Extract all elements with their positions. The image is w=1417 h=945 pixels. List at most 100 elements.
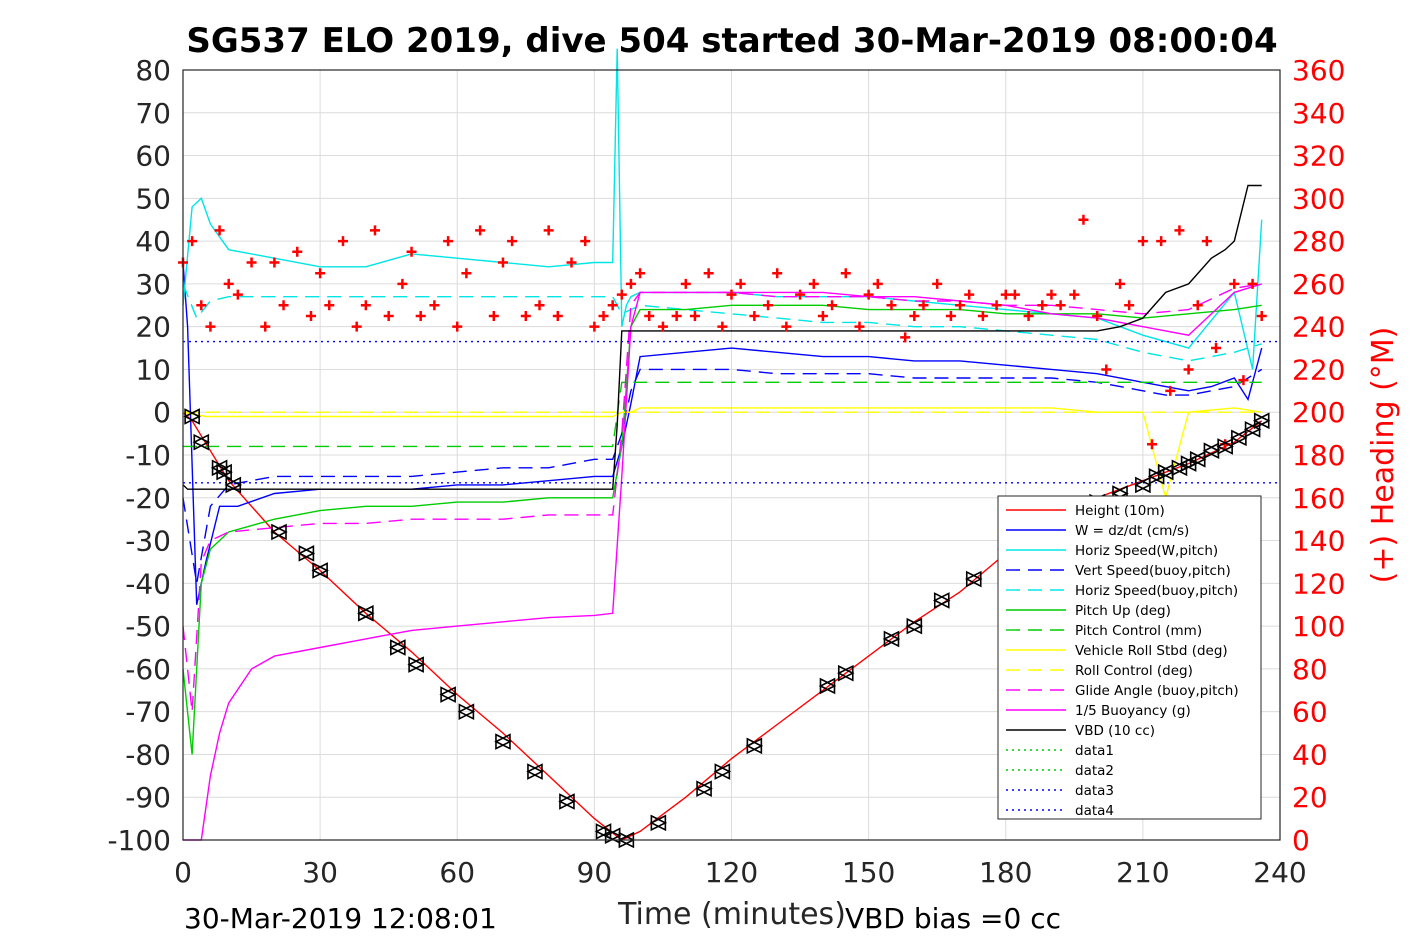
legend-item: Pitch Control (mm) — [1006, 623, 1202, 639]
triangle-marker — [745, 737, 763, 755]
x-axis-label: Time (minutes) — [617, 897, 846, 932]
series-line — [182, 184, 1262, 490]
x-tick-label: 150 — [842, 856, 895, 889]
right-tick-label: 320 — [1292, 140, 1345, 173]
right-axis-label: (+) Heading (°M) — [1366, 327, 1401, 584]
heading-marker — [1147, 439, 1158, 450]
heading-marker — [461, 268, 472, 279]
heading-marker — [1238, 375, 1249, 386]
heading-marker — [187, 236, 198, 247]
heading-marker — [196, 300, 207, 311]
heading-marker — [644, 310, 655, 321]
legend-item: data2 — [1006, 763, 1114, 779]
x-tick-label: 30 — [302, 856, 338, 889]
heading-marker — [680, 278, 691, 289]
triangle-marker — [357, 604, 374, 622]
right-tick-label: 300 — [1292, 182, 1345, 215]
legend-label: Vert Speed(buoy,pitch) — [1075, 563, 1231, 579]
y-tick-label: -60 — [125, 653, 171, 686]
triangle-marker — [439, 686, 456, 703]
heading-marker — [580, 236, 591, 247]
triangle-marker — [389, 639, 406, 656]
heading-marker — [520, 310, 531, 321]
triangle-marker — [836, 664, 854, 682]
right-tick-label: 0 — [1292, 824, 1310, 857]
heading-marker — [292, 246, 303, 257]
legend-label: Horiz Speed(W,pitch) — [1075, 543, 1218, 559]
heading-marker — [278, 300, 289, 311]
heading-marker — [566, 257, 577, 268]
heading-marker — [351, 321, 362, 332]
heading-marker — [543, 225, 554, 236]
right-tick-label: 340 — [1292, 97, 1345, 130]
heading-marker — [497, 257, 508, 268]
y-tick-label: -90 — [125, 781, 171, 814]
right-tick-label: 240 — [1292, 311, 1345, 344]
heading-marker — [735, 278, 746, 289]
y-tick-label: -40 — [125, 567, 171, 600]
heading-marker — [383, 310, 394, 321]
triangle-marker — [494, 733, 511, 750]
legend-label: Roll Control (deg) — [1075, 663, 1193, 679]
heading-marker — [1192, 300, 1203, 311]
heading-marker — [1009, 289, 1020, 300]
x-tick-label: 0 — [174, 856, 192, 889]
heading-marker — [817, 310, 828, 321]
triangle-marker — [1243, 421, 1261, 438]
legend-label: Pitch Control (mm) — [1075, 623, 1202, 639]
legend-item: Pitch Up (deg) — [1006, 603, 1171, 619]
triangle-marker — [215, 463, 232, 481]
x-tick-label: 180 — [979, 856, 1032, 889]
heading-marker — [625, 278, 636, 289]
legend-label: VBD (10 cc) — [1075, 723, 1155, 739]
heading-marker — [1174, 225, 1185, 236]
x-tick-label: 210 — [1116, 856, 1169, 889]
y-tick-label: -50 — [125, 610, 171, 643]
right-tick-label: 80 — [1292, 653, 1328, 686]
heading-marker — [795, 289, 806, 300]
heading-marker — [337, 236, 348, 247]
triangle-marker — [932, 592, 950, 609]
heading-marker — [507, 236, 518, 247]
heading-marker — [1046, 289, 1057, 300]
x-tick-label: 60 — [439, 856, 475, 889]
y-tick-label: 80 — [135, 54, 171, 87]
heading-marker — [1092, 310, 1103, 321]
heading-marker — [360, 300, 371, 311]
tick-labels: 0 30 60 90 120 150 180 210 24080706050403020100-… — [107, 54, 1345, 889]
x-tick-label: 120 — [705, 856, 758, 889]
heading-marker — [1247, 278, 1258, 289]
heading-marker — [1069, 289, 1080, 300]
triangle-marker — [192, 433, 210, 451]
heading-marker — [429, 300, 440, 311]
legend-label: data2 — [1075, 763, 1114, 779]
heading-marker — [415, 310, 426, 321]
series-line — [182, 407, 1262, 501]
heading-marker — [406, 246, 417, 257]
heading-marker — [872, 278, 883, 289]
series-line — [183, 283, 1262, 841]
heading-marker — [840, 268, 851, 279]
right-tick-label: 360 — [1292, 54, 1345, 87]
heading-marker — [607, 300, 618, 311]
y-tick-label: 50 — [135, 182, 171, 215]
right-tick-label: 120 — [1292, 567, 1345, 600]
y-tick-label: 70 — [135, 97, 171, 130]
triangle-marker — [457, 703, 475, 720]
triangle-marker — [297, 545, 315, 562]
heading-marker — [763, 300, 774, 311]
heading-marker — [900, 332, 911, 343]
right-tick-label: 20 — [1292, 781, 1328, 814]
right-tick-label: 180 — [1292, 439, 1345, 472]
series-line — [182, 262, 1263, 605]
heading-marker — [214, 225, 225, 236]
right-tick-label: 160 — [1292, 482, 1345, 515]
triangle-marker — [311, 562, 328, 579]
y-tick-label: -70 — [125, 696, 171, 729]
heading-marker — [269, 257, 280, 268]
right-tick-label: 140 — [1292, 525, 1345, 558]
y-tick-label: -10 — [125, 439, 171, 472]
y-tick-label: 60 — [135, 140, 171, 173]
right-tick-label: 220 — [1292, 353, 1345, 386]
heading-marker — [909, 310, 920, 321]
